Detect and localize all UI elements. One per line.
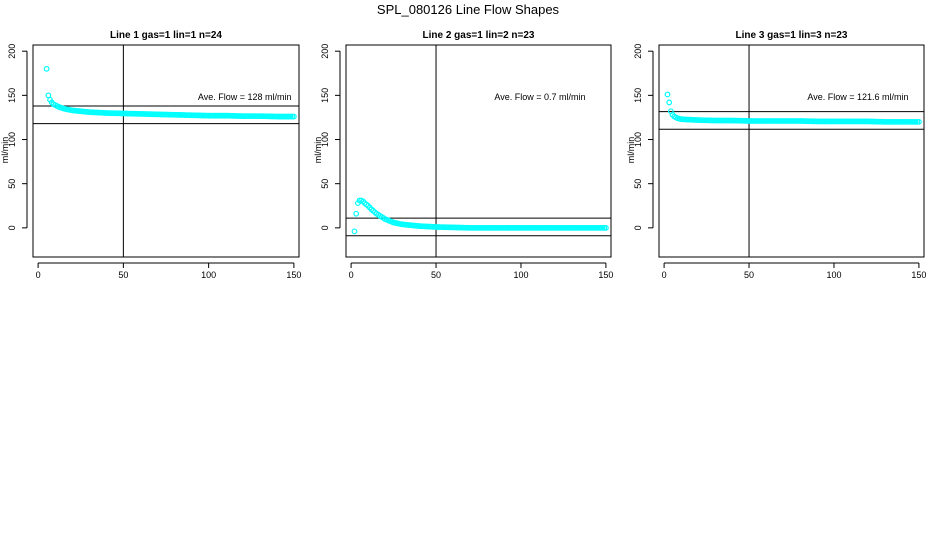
data-point — [351, 228, 358, 235]
chart-panel-2: Line 2 gas=1 lin=2 n=23 0 50 100 150 0 50 100 15… — [313, 30, 613, 280]
x-tick-label: 0 — [349, 270, 354, 280]
y-axis-label: ml/min — [313, 137, 323, 164]
y-tick-label: 50 — [320, 179, 330, 189]
ave-flow-annotation: Ave. Flow = 0.7 ml/min — [494, 92, 585, 102]
ave-flow-annotation: Ave. Flow = 128 ml/min — [198, 92, 292, 102]
y-axis-label: ml/min — [626, 137, 636, 164]
y-tick-label: 100 — [7, 132, 17, 147]
data-point — [603, 224, 609, 231]
x-tick-label: 150 — [286, 270, 301, 280]
y-tick-label: 200 — [633, 44, 643, 59]
x-tick-label: 0 — [662, 270, 667, 280]
x-tick-label: 50 — [431, 270, 441, 280]
y-axis-label: ml/min — [0, 137, 10, 164]
y-tick-label: 200 — [7, 44, 17, 59]
x-tick-label: 100 — [201, 270, 216, 280]
data-point — [916, 118, 922, 125]
x-tick-label: 100 — [826, 270, 841, 280]
panel-title: Line 3 gas=1 lin=3 n=23 — [735, 30, 847, 41]
data-point — [43, 65, 50, 72]
x-tick-label: 50 — [118, 270, 128, 280]
ave-flow-annotation: Ave. Flow = 121.6 ml/min — [807, 92, 908, 102]
y-tick-label: 100 — [633, 132, 643, 147]
y-tick-label: 0 — [320, 225, 330, 230]
chart-panel-1: Line 1 gas=1 lin=1 n=24 0 50 100 150 0 50 100 15… — [0, 30, 301, 280]
data-point — [353, 210, 360, 217]
y-tick-label: 0 — [633, 225, 643, 230]
data-point — [290, 113, 297, 120]
figure-title: SPL_080126 Line Flow Shapes — [377, 2, 560, 17]
y-tick-label: 50 — [633, 179, 643, 189]
x-tick-label: 150 — [598, 270, 613, 280]
x-tick-label: 50 — [744, 270, 754, 280]
panel-title: Line 2 gas=1 lin=2 n=23 — [422, 30, 534, 41]
data-point — [664, 91, 671, 98]
y-tick-label: 100 — [320, 132, 330, 147]
y-tick-label: 150 — [7, 88, 17, 103]
panel-title: Line 1 gas=1 lin=1 n=24 — [110, 30, 222, 41]
plot-frame — [32, 44, 300, 258]
x-tick-label: 0 — [36, 270, 41, 280]
x-tick-label: 100 — [513, 270, 528, 280]
y-tick-label: 200 — [320, 44, 330, 59]
plot-frame — [658, 44, 925, 258]
y-tick-label: 150 — [633, 88, 643, 103]
x-tick-label: 150 — [911, 270, 926, 280]
y-tick-label: 50 — [7, 179, 17, 189]
y-tick-label: 150 — [320, 88, 330, 103]
y-tick-label: 0 — [7, 225, 17, 230]
panels: Line 1 gas=1 lin=1 n=24 0 50 100 150 0 50 100 15… — [0, 30, 926, 280]
plot-frame — [345, 44, 612, 258]
data-point — [666, 99, 673, 106]
chart-panel-3: Line 3 gas=1 lin=3 n=23 0 50 100 150 0 50 100 15… — [626, 30, 926, 280]
